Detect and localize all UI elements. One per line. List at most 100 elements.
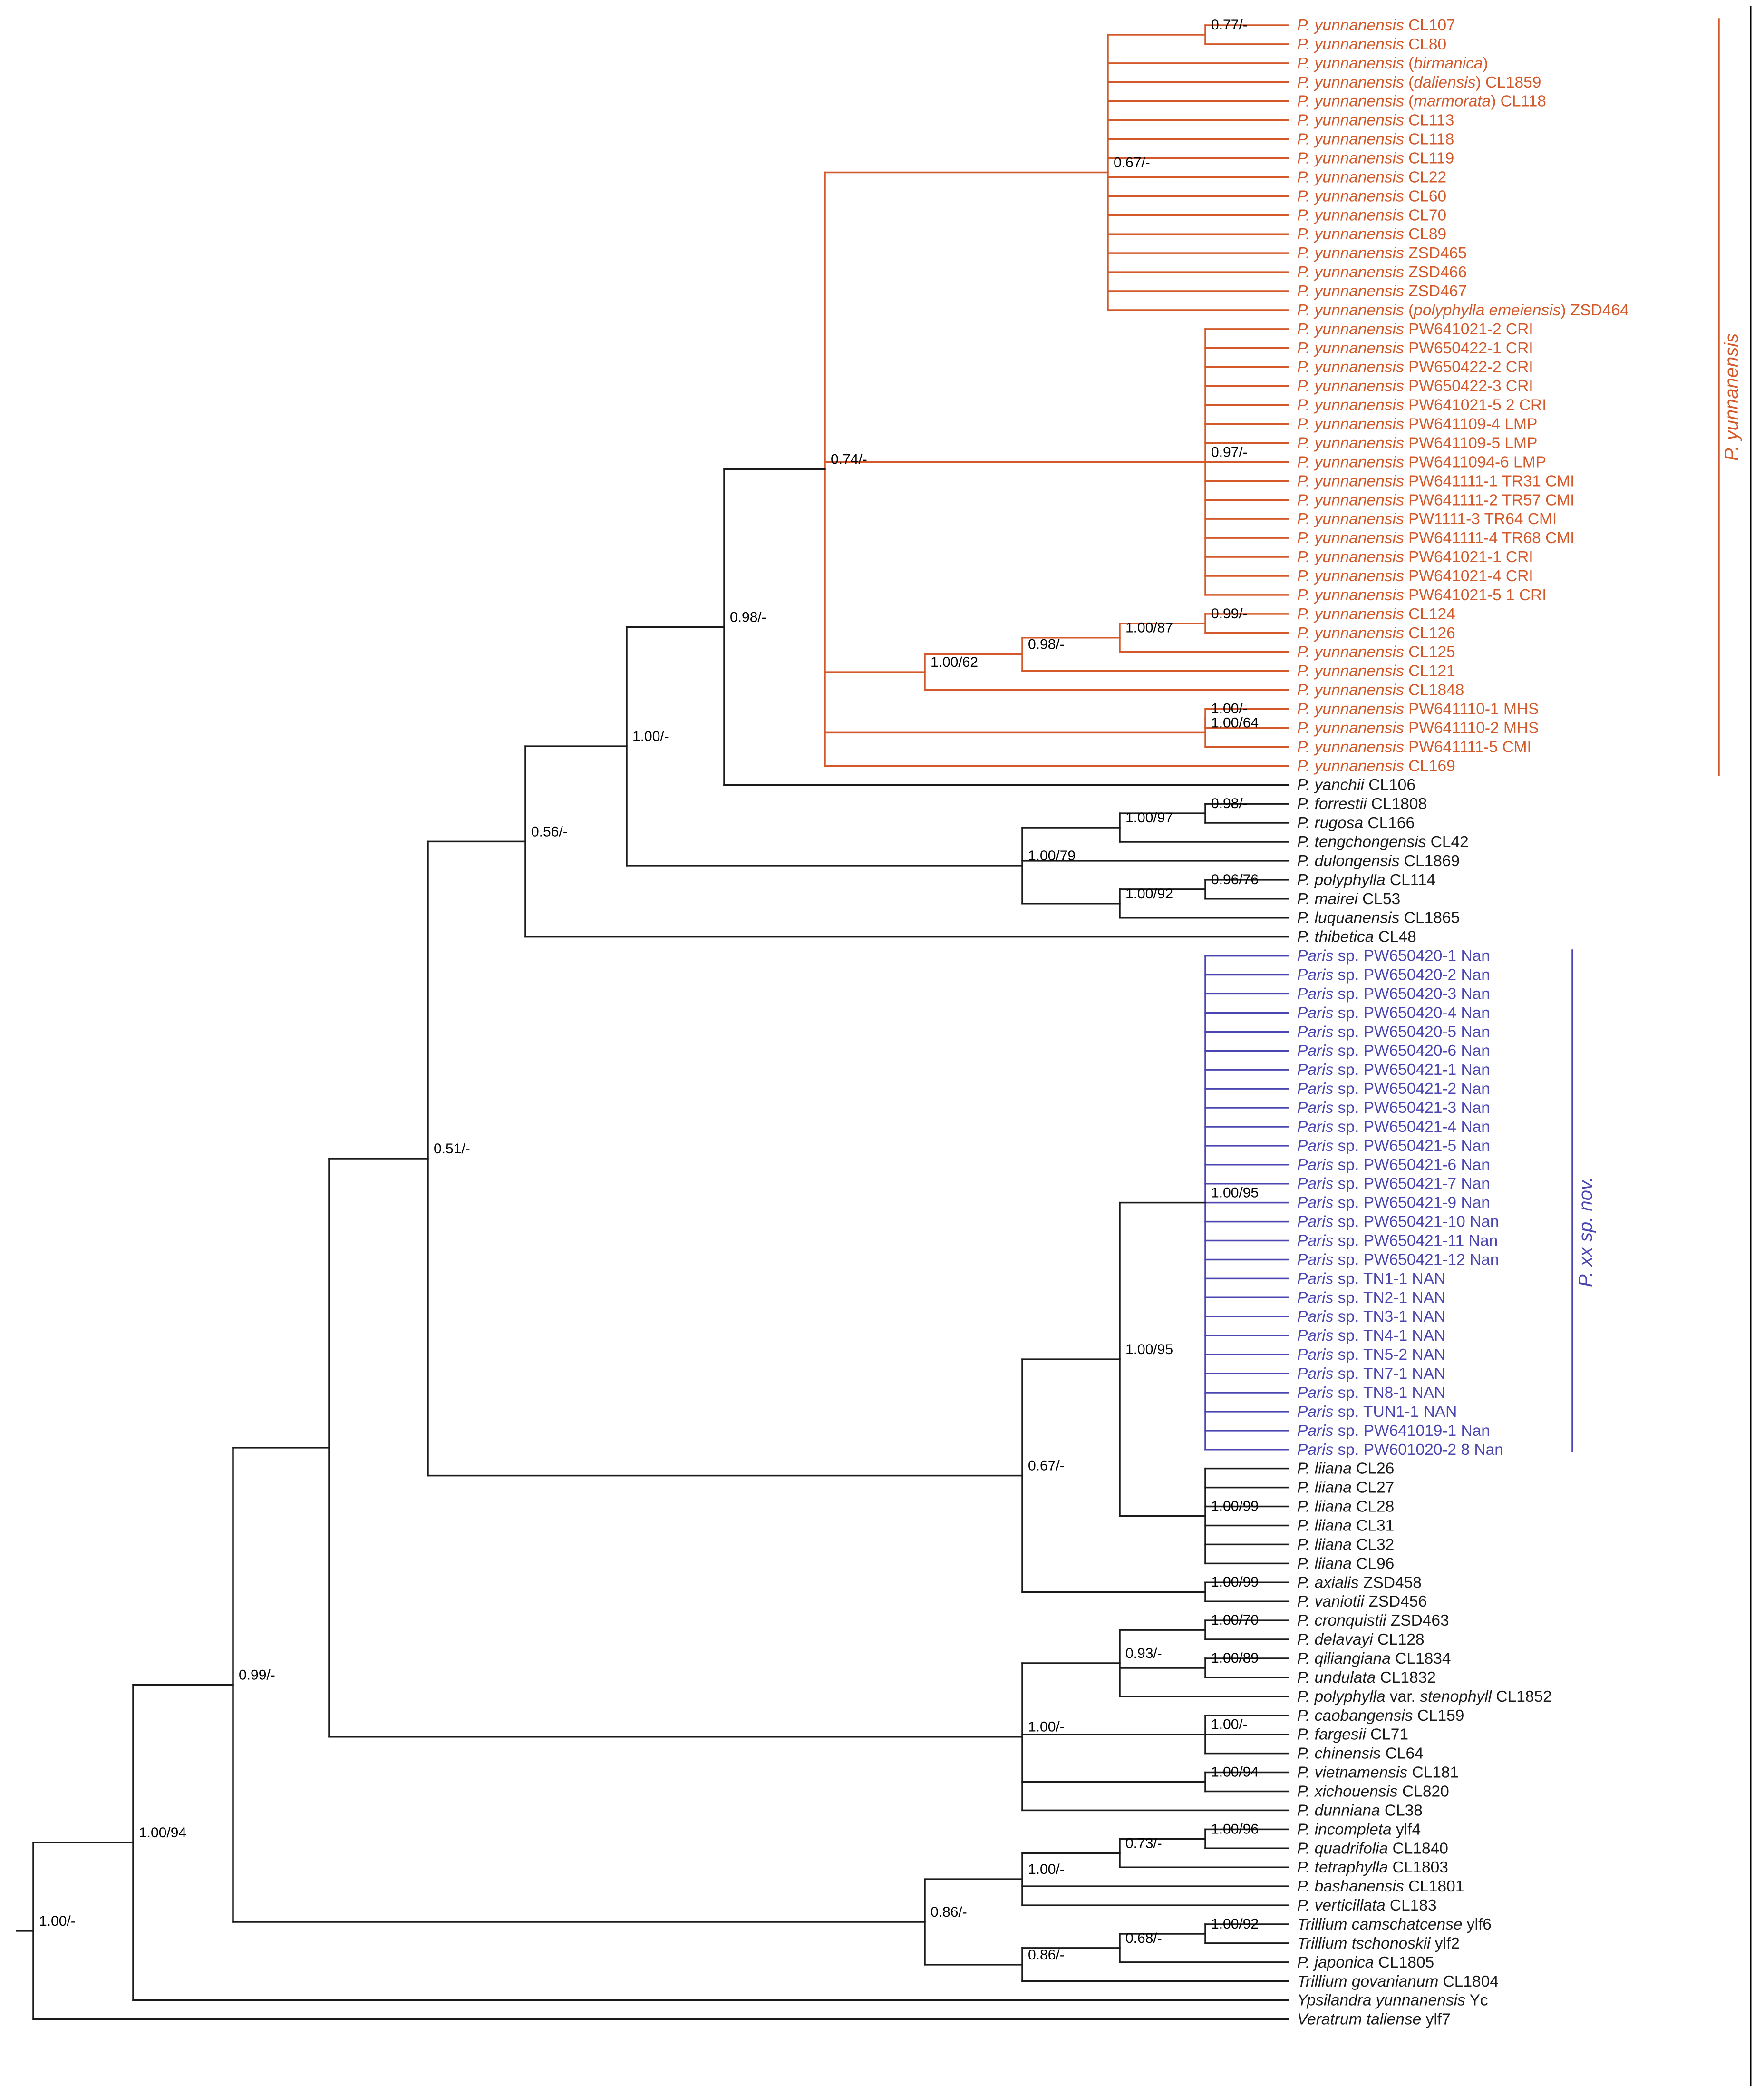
tip-label: Paris sp. TN2-1 NAN — [1297, 1289, 1445, 1306]
tip-label: Paris sp. PW650420-4 Nan — [1297, 1004, 1490, 1022]
tip-label: P. japonica CL1805 — [1297, 1954, 1434, 1971]
tip-label: P. yunnanensis PW641021-1 CRI — [1297, 548, 1533, 566]
tip-label: Paris sp. PW650421-10 Nan — [1297, 1213, 1499, 1231]
tip-label: Paris sp. PW601020-2 8 Nan — [1297, 1441, 1503, 1459]
tip-label: P. liiana CL32 — [1297, 1536, 1394, 1553]
tip-label: P. fargesii CL71 — [1297, 1726, 1408, 1744]
tip-label: P. yunnanensis PW650422-3 CRI — [1297, 378, 1533, 395]
support-value-yA: 0.77/- — [1211, 17, 1248, 33]
support-value-root: 1.00/- — [39, 1913, 76, 1929]
tip-label: Paris sp. TN5-2 NAN — [1297, 1346, 1445, 1364]
tip-label: P. yunnanensis CL113 — [1297, 112, 1454, 129]
support-value-dD: 1.00/- — [1211, 1717, 1248, 1733]
tip-label: Paris sp. PW650420-5 Nan — [1297, 1023, 1490, 1041]
tip-label: P. yanchii CL106 — [1297, 776, 1415, 794]
tip-labels: P. yunnanensis CL107 P. yunnanensis CL80 P… — [1297, 17, 1629, 2028]
tip-label: P. yunnanensis CL89 — [1297, 225, 1446, 243]
clade-brackets: P. yunnanensis P. xx sp. nov. — [1571, 6, 1752, 2086]
tip-label: Paris sp. TUN1-1 NAN — [1297, 1403, 1457, 1421]
support-value-dF: 1.00/- — [1028, 1719, 1065, 1735]
support-value-tB: 0.73/- — [1125, 1835, 1162, 1851]
tip-label: P. yunnanensis (daliensis) CL1859 — [1297, 74, 1541, 91]
tip-label: P. vaniotii ZSD456 — [1297, 1593, 1427, 1610]
tip-label: P. yunnanensis PW641111-2 TR57 CMI — [1297, 491, 1574, 509]
tip-label: Paris sp. TN8-1 NAN — [1297, 1384, 1445, 1402]
tip-label: P. vietnamensis CL181 — [1297, 1764, 1459, 1782]
tip-label: P. yunnanensis PW641111-1 TR31 CMI — [1297, 472, 1574, 490]
support-value-tF: 0.86/- — [1028, 1947, 1065, 1963]
support-values: 0.77/- 0.67/- 0.97/- 0.99/- 1.00/87 0.98/- 1.0… — [39, 17, 1259, 1963]
tip-label: Paris sp. PW650421-4 Nan — [1297, 1118, 1490, 1136]
tip-label: P. yunnanensis PW641110-2 MHS — [1297, 719, 1539, 737]
support-value-nE: 0.67/- — [1028, 1458, 1065, 1474]
support-value-yD: 0.99/- — [1211, 606, 1248, 622]
support-value-tC: 1.00/- — [1028, 1862, 1065, 1877]
tip-label: P. quadrifolia CL1840 — [1297, 1840, 1448, 1857]
tip-label: P. yunnanensis CL169 — [1297, 757, 1455, 775]
tip-label: P. yunnanensis PW641111-4 TR68 CMI — [1297, 529, 1574, 547]
support-value-pB: 0.56/- — [531, 824, 568, 839]
tip-label: Paris sp. PW650420-6 Nan — [1297, 1042, 1490, 1060]
support-value-nA: 1.00/95 — [1211, 1185, 1259, 1201]
tip-label: P. qiliangiana CL1834 — [1297, 1650, 1451, 1667]
support-value-nD: 1.00/99 — [1211, 1574, 1259, 1590]
tip-label: P. yunnanensis CL70 — [1297, 206, 1446, 224]
tip-label: P. yunnanensis CL1848 — [1297, 682, 1464, 699]
tip-label: Paris sp. PW650421-6 Nan — [1297, 1156, 1490, 1174]
tip-label: P. caobangensis CL159 — [1297, 1707, 1464, 1725]
tip-label: P. liiana CL27 — [1297, 1479, 1394, 1497]
tip-label: P. yunnanensis (marmorata) CL118 — [1297, 93, 1546, 110]
tip-label: P. liiana CL28 — [1297, 1498, 1394, 1516]
tip-label: P. yunnanensis (birmanica) — [1297, 55, 1488, 72]
tip-label: P. yunnanensis CL60 — [1297, 187, 1446, 205]
tip-label: P. xichouensis CL820 — [1297, 1783, 1449, 1800]
support-value-pF: 1.00/94 — [139, 1825, 186, 1841]
tip-label: P. cronquistii ZSD463 — [1297, 1612, 1449, 1629]
support-value-yB: 0.67/- — [1114, 155, 1150, 170]
support-value-tE: 0.68/- — [1125, 1930, 1162, 1946]
tip-label: Veratrum taliense ylf7 — [1297, 2011, 1451, 2028]
tip-label: P. yunnanensis PW1111-3 TR64 CMI — [1297, 510, 1557, 528]
support-value-yK: 0.98/- — [730, 609, 766, 625]
tip-label: P. axialis ZSD458 — [1297, 1574, 1422, 1591]
tip-label: P. dunniana CL38 — [1297, 1802, 1423, 1819]
tip-label: P. rugosa CL166 — [1297, 814, 1415, 832]
tip-label: Paris sp. PW650421-2 Nan — [1297, 1080, 1490, 1098]
tip-label: P. luquanensis CL1865 — [1297, 909, 1460, 927]
support-value-fD: 1.00/92 — [1125, 886, 1173, 902]
tip-label: Paris sp. PW650421-1 Nan — [1297, 1061, 1490, 1079]
support-value-dC: 0.93/- — [1125, 1646, 1162, 1661]
tip-label: P. dulongensis CL1869 — [1297, 852, 1460, 870]
tip-label: P. chinensis CL64 — [1297, 1745, 1424, 1763]
support-value-nC: 1.00/95 — [1125, 1342, 1173, 1357]
support-value-yI: 1.00/64 — [1211, 715, 1259, 731]
support-value-fC: 0.96/76 — [1211, 872, 1259, 887]
tree-branches — [16, 24, 1289, 2020]
tip-label: P. forrestii CL1808 — [1297, 795, 1427, 813]
tip-label: P. yunnanensis CL124 — [1297, 605, 1455, 623]
clade-label-p-yunnanensis: P. yunnanensis — [1721, 333, 1742, 461]
tip-label: P. liiana CL31 — [1297, 1517, 1394, 1534]
support-value-tD: 1.00/92 — [1211, 1916, 1259, 1932]
tip-label: P. liiana CL96 — [1297, 1555, 1394, 1572]
tip-label: P. yunnanensis CL107 — [1297, 17, 1455, 34]
support-value-yJ: 0.74/- — [831, 451, 867, 467]
clade-label-p-xx-sp-nov: P. xx sp. nov. — [1575, 1177, 1596, 1287]
support-value-fA: 0.98/- — [1211, 796, 1248, 811]
tip-label: P. mairei CL53 — [1297, 890, 1400, 908]
tip-label: P. yunnanensis PW641109-5 LMP — [1297, 434, 1537, 452]
support-value-nB: 1.00/99 — [1211, 1499, 1259, 1514]
tip-label: P. yunnanensis ZSD466 — [1297, 263, 1467, 281]
tip-label: Paris sp. PW650420-3 Nan — [1297, 985, 1490, 1003]
tip-label: P. yunnanensis PW641021-5 2 CRI — [1297, 397, 1547, 414]
support-value-fE: 1.00/79 — [1028, 848, 1076, 864]
tip-label: P. yunnanensis CL126 — [1297, 624, 1455, 642]
tip-label: P. verticillata CL183 — [1297, 1897, 1437, 1914]
tip-label: Paris sp. PW650421-3 Nan — [1297, 1099, 1490, 1117]
tip-label: Paris sp. PW641019-1 Nan — [1297, 1422, 1490, 1440]
support-value-tA: 1.00/96 — [1211, 1821, 1259, 1837]
tip-label: P. tetraphylla CL1803 — [1297, 1859, 1448, 1876]
support-value-yE: 1.00/87 — [1125, 620, 1173, 636]
tip-label: P. incompleta ylf4 — [1297, 1821, 1421, 1838]
